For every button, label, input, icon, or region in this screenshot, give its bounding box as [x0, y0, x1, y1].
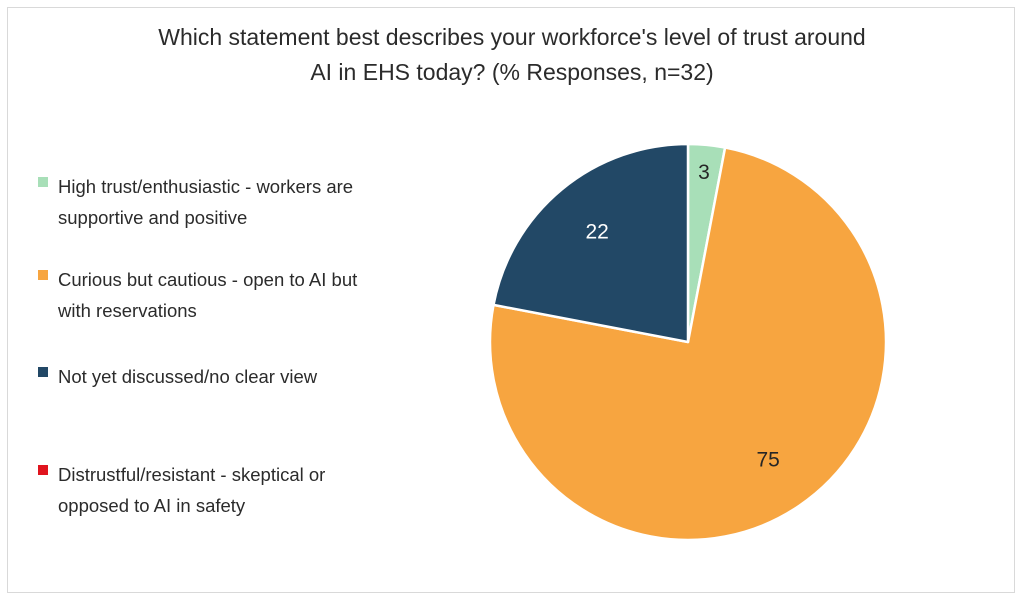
legend-label-curious-cautious: Curious but cautious - open to AI but wi… [58, 269, 358, 321]
legend-label-distrustful: Distrustful/resistant - skeptical or opp… [58, 464, 326, 516]
legend-label-not-discussed: Not yet discussed/no clear view [58, 366, 318, 387]
pie-slice-not-discussed [492, 142, 690, 344]
data-label-high-trust: 3 [698, 161, 710, 184]
data-label-curious-cautious: 75 [756, 448, 779, 471]
data-label-not-discussed: 22 [585, 221, 608, 244]
pie-slice-curious-cautious [488, 146, 888, 542]
chart-title: Which statement best describes your work… [0, 20, 1024, 90]
legend-swatch-curious-cautious [38, 270, 48, 280]
legend-swatch-distrustful [38, 465, 48, 475]
legend-swatch-high-trust [38, 177, 48, 187]
legend-label-high-trust: High trust/enthusiastic - workers are su… [58, 176, 354, 228]
legend-swatch-not-discussed [38, 367, 48, 377]
chart-title-line-2: AI in EHS today? (% Responses, n=32) [310, 59, 714, 85]
chart-title-line-1: Which statement best describes your work… [158, 24, 866, 50]
